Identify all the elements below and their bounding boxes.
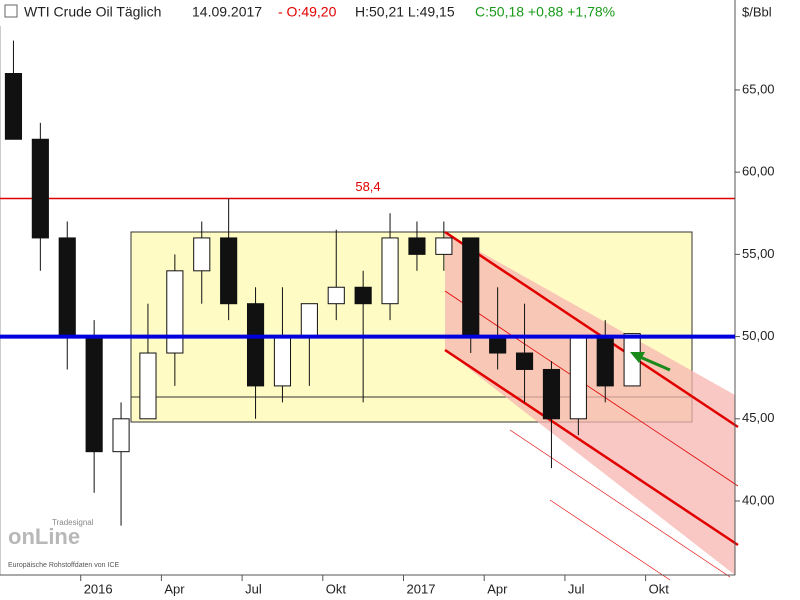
high-low-text: H:50,21 L:49,15 <box>355 4 455 20</box>
y-tick-label: 45,00 <box>742 410 775 425</box>
x-tick-label: 2016 <box>84 581 113 596</box>
open-text: - O:49,20 <box>278 4 337 20</box>
y-tick-label: 40,00 <box>742 492 775 507</box>
reference-label: 58,4 <box>355 179 380 194</box>
channel-ext <box>509 429 731 578</box>
channel-mid <box>444 290 739 487</box>
x-tick-label: Okt <box>649 581 670 596</box>
candle-body <box>220 237 238 305</box>
x-tick-label: Apr <box>487 581 508 596</box>
x-tick-label: Apr <box>164 581 185 596</box>
source: Europäische Rohstoffdaten von ICE <box>8 562 119 569</box>
y-tick-label: 65,00 <box>742 81 775 96</box>
channel-upper <box>444 230 739 429</box>
candle-body <box>112 418 130 453</box>
candle-body <box>569 336 587 420</box>
candle-body <box>166 270 184 354</box>
candle-body <box>435 237 453 255</box>
channel-fill <box>445 232 735 575</box>
header-bg <box>0 0 735 26</box>
menu-icon[interactable] <box>4 4 18 18</box>
logo: onLine <box>8 524 80 549</box>
candle-body <box>489 336 507 354</box>
candle-body <box>139 352 157 420</box>
candle-body <box>193 237 211 272</box>
candle-body <box>85 336 103 453</box>
candle-body <box>31 138 49 239</box>
candle-body <box>300 303 318 338</box>
y-tick-label: 50,00 <box>742 328 775 343</box>
arrow <box>630 352 671 372</box>
candle-body <box>327 286 345 305</box>
date: 14.09.2017 <box>192 4 262 20</box>
candle-body <box>273 336 292 387</box>
title: WTI Crude Oil Täglich <box>24 4 161 20</box>
channel-lower <box>444 348 739 547</box>
x-tick-label: Jul <box>245 581 262 596</box>
candle-body <box>246 303 265 387</box>
unit: $/Bbl <box>742 4 772 19</box>
y-tick-label: 60,00 <box>742 164 775 179</box>
candle-body <box>381 237 399 305</box>
data-layer <box>0 40 735 526</box>
candle-body <box>4 72 23 140</box>
channel-ext <box>549 499 671 581</box>
candle-body <box>515 352 534 370</box>
candle-body <box>408 237 426 255</box>
candle-body <box>58 237 76 338</box>
brand: Tradesignal <box>52 518 94 527</box>
annotations <box>130 230 739 581</box>
y-tick-label: 55,00 <box>742 246 775 261</box>
candle-body <box>596 336 614 387</box>
x-tick-label: Okt <box>326 581 347 596</box>
change-text: C:50,18 +0,88 +1,78% <box>475 4 615 20</box>
candle-body <box>462 237 480 338</box>
arrow-shaft <box>639 355 671 372</box>
candle-body <box>542 368 561 420</box>
arrow-head <box>630 352 645 363</box>
x-tick-label: 2017 <box>407 581 436 596</box>
x-tick-label: Jul <box>568 581 585 596</box>
candle-body <box>354 286 372 305</box>
